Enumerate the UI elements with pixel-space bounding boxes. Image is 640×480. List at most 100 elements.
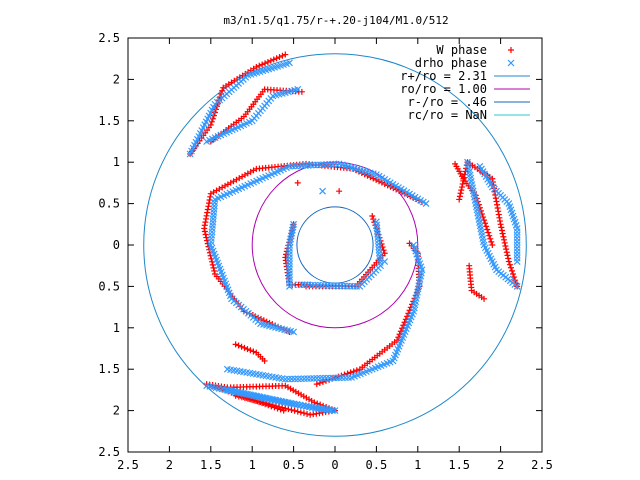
w-phase-point [458, 184, 465, 191]
w-phase-point [505, 258, 512, 265]
w-phase-point [458, 187, 465, 194]
drho-phase-point [372, 218, 380, 226]
w-phase-point [273, 403, 280, 410]
w-phase-point [247, 347, 254, 354]
w-phase-point [485, 229, 492, 236]
radius-circle [143, 53, 527, 437]
w-phase-point [241, 344, 248, 351]
w-phase-point [209, 115, 216, 122]
drho-phase-point [513, 254, 521, 262]
w-phase-point [350, 368, 357, 375]
w-phase-point [373, 176, 380, 183]
w-phase-point [253, 63, 260, 70]
w-phase-point [501, 236, 508, 243]
legend-label: rc/ro = NaN [408, 108, 487, 122]
w-phase-point [202, 231, 209, 238]
x-tick-label: 1.5 [200, 458, 222, 472]
w-phase-point [501, 239, 508, 246]
w-phase-point [336, 188, 343, 195]
w-phase-point [505, 255, 512, 262]
drho-phase-point [300, 375, 308, 383]
w-phase-point [486, 232, 493, 239]
drho-phase-point [288, 375, 296, 383]
w-phase-point [367, 174, 374, 181]
w-phase-point [201, 222, 208, 229]
w-phase-point [319, 378, 326, 385]
drho-phase-point [285, 375, 292, 383]
w-phase-point [279, 52, 286, 59]
w-phase-point [313, 381, 320, 388]
drho-phase-point [294, 85, 302, 93]
w-phase-point [285, 406, 292, 413]
y-tick-label: 1.5 [98, 114, 120, 128]
y-tick-label: 0.5 [98, 197, 120, 211]
x-tick-label: 0.5 [283, 458, 305, 472]
y-tick-label: 2.5 [98, 31, 120, 45]
y-tick-label: 1.5 [98, 362, 120, 376]
w-phase-point [507, 264, 514, 271]
y-tick-label: 2 [113, 72, 120, 86]
drho-phase-point [310, 375, 318, 382]
w-phase-point [498, 227, 505, 234]
drho-phase-point [507, 59, 515, 67]
x-tick-label: 1.5 [448, 458, 470, 472]
w-phase-point [304, 410, 311, 417]
w-phase-point [404, 313, 411, 320]
w-phase-point [481, 295, 488, 302]
x-tick-label: 0.5 [366, 458, 388, 472]
w-phase-point [204, 209, 211, 216]
w-phase-point [208, 118, 215, 125]
data-series [186, 51, 521, 418]
w-phase-point [261, 357, 268, 364]
legend-label: r-/ro = .46 [408, 95, 487, 109]
legend-label: W phase [436, 43, 487, 57]
drho-phase-point [513, 234, 521, 242]
w-phase-point [211, 267, 218, 274]
x-tick-label: 2 [166, 458, 173, 472]
x-tick-label: 2 [497, 458, 504, 472]
drho-phase-point [513, 248, 521, 256]
w-phase-point [250, 348, 257, 355]
y-axis: 2.5 2 1.5 1 0.5 0 0.5 1 1.5 2 2.5 [98, 31, 542, 459]
legend-label: r+/ro = 2.31 [400, 69, 487, 83]
w-phase-point [235, 342, 242, 349]
w-phase-point [397, 328, 404, 335]
y-tick-label: 2.5 [98, 445, 120, 459]
drho-phase-point [513, 244, 521, 252]
w-phase-point [232, 341, 239, 348]
drho-phase-point [286, 59, 293, 67]
drho-phase-point [286, 282, 293, 290]
drho-phase-point [381, 258, 389, 265]
w-phase-point [381, 250, 388, 257]
drho-phase-series [186, 59, 521, 415]
w-phase-point [497, 221, 504, 228]
w-phase-point [207, 190, 214, 197]
x-tick-label: 1 [249, 458, 256, 472]
w-phase-point [506, 261, 513, 268]
w-phase-point [400, 322, 407, 329]
chart-title: m3/n1.5/q1.75/r-+.20-j104/M1.0/512 [223, 14, 448, 27]
drho-phase-point [513, 251, 521, 259]
drho-phase-point [513, 258, 521, 265]
drho-phase-point [297, 375, 305, 383]
drho-phase-point [303, 375, 311, 383]
w-phase-point [291, 407, 298, 414]
w-phase-point [511, 274, 518, 281]
w-phase-point [395, 334, 402, 341]
w-phase-point [489, 242, 496, 248]
w-phase-point [394, 337, 401, 344]
w-phase-point [487, 235, 494, 242]
w-phase-point [262, 60, 269, 67]
w-phase-point [256, 62, 263, 69]
drho-phase-point [290, 281, 298, 289]
w-phase-point [201, 228, 208, 235]
w-phase-point [462, 168, 469, 175]
w-phase-point [270, 56, 277, 63]
w-phase-point [282, 405, 289, 412]
y-tick-label: 2 [113, 404, 120, 418]
w-phase-point [405, 310, 412, 317]
w-phase-point [504, 252, 511, 259]
y-tick-label: 1 [113, 321, 120, 335]
w-phase-point [204, 206, 211, 213]
